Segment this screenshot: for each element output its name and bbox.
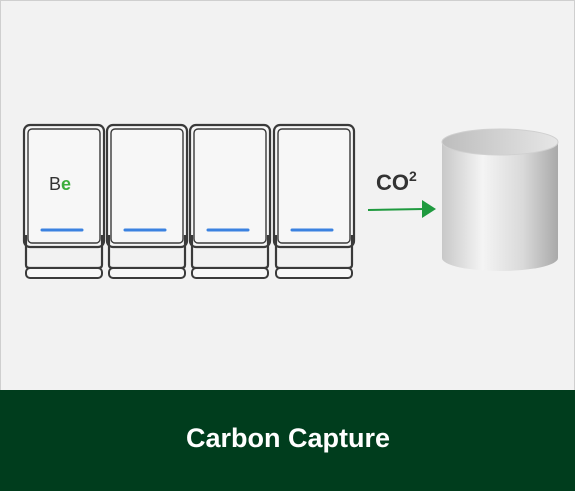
logo: Be xyxy=(49,174,71,194)
gas-superscript: 2 xyxy=(409,168,417,184)
logo-first: B xyxy=(49,174,61,194)
footer-title: Carbon Capture xyxy=(186,423,390,453)
arrow xyxy=(367,208,425,211)
arrow-head xyxy=(422,200,436,218)
footer xyxy=(0,390,575,491)
cylinder-top xyxy=(441,128,559,156)
logo-second: e xyxy=(61,174,71,194)
gas-label: CO2 xyxy=(376,168,417,195)
cylinder-body xyxy=(442,142,558,271)
gas-formula: CO xyxy=(376,170,409,195)
